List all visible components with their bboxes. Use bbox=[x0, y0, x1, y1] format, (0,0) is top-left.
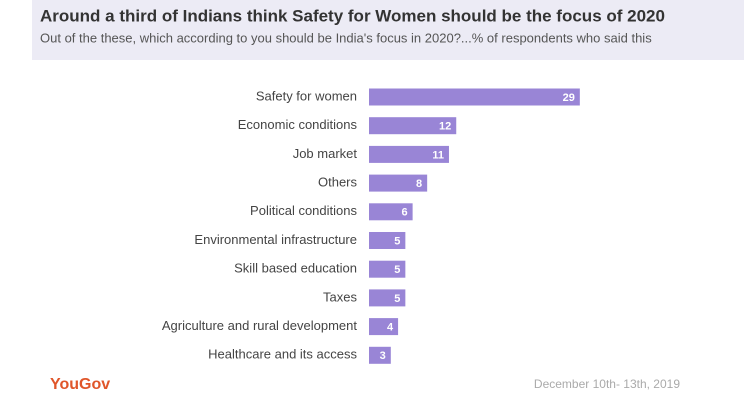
category-label: Political conditions bbox=[250, 203, 357, 218]
bar bbox=[369, 346, 391, 364]
category-label: Job market bbox=[293, 146, 358, 161]
category-label: Skill based education bbox=[234, 261, 357, 276]
bar bbox=[369, 145, 449, 163]
date-note: December 10th- 13th, 2019 bbox=[534, 377, 680, 391]
value-label: 3 bbox=[380, 350, 386, 362]
category-label: Safety for women bbox=[256, 88, 357, 103]
value-label: 4 bbox=[387, 322, 394, 334]
category-label: Economic conditions bbox=[238, 117, 358, 132]
header-band bbox=[32, 0, 744, 60]
value-label: 8 bbox=[416, 178, 422, 190]
bar bbox=[369, 289, 406, 307]
value-label: 5 bbox=[394, 293, 400, 305]
category-label: Environmental infrastructure bbox=[194, 232, 357, 247]
brand-logo: YouGov bbox=[50, 376, 110, 393]
bar bbox=[369, 203, 413, 221]
bar bbox=[369, 88, 580, 106]
bar bbox=[369, 232, 406, 249]
value-label: 5 bbox=[394, 235, 400, 247]
value-label: 29 bbox=[563, 92, 575, 104]
chart-title: Around a third of Indians think Safety f… bbox=[40, 6, 665, 25]
category-label: Agriculture and rural development bbox=[162, 318, 357, 333]
bar bbox=[369, 174, 428, 192]
bar bbox=[369, 318, 399, 336]
value-label: 5 bbox=[394, 264, 400, 276]
category-label: Taxes bbox=[323, 289, 357, 304]
chart-subtitle: Out of the these, which according to you… bbox=[40, 30, 652, 45]
bar bbox=[369, 117, 457, 135]
value-label: 12 bbox=[439, 121, 451, 133]
category-label: Healthcare and its access bbox=[208, 347, 357, 362]
category-label: Others bbox=[318, 175, 358, 190]
value-label: 11 bbox=[432, 149, 444, 161]
value-label: 6 bbox=[401, 207, 407, 219]
bar bbox=[369, 260, 406, 278]
